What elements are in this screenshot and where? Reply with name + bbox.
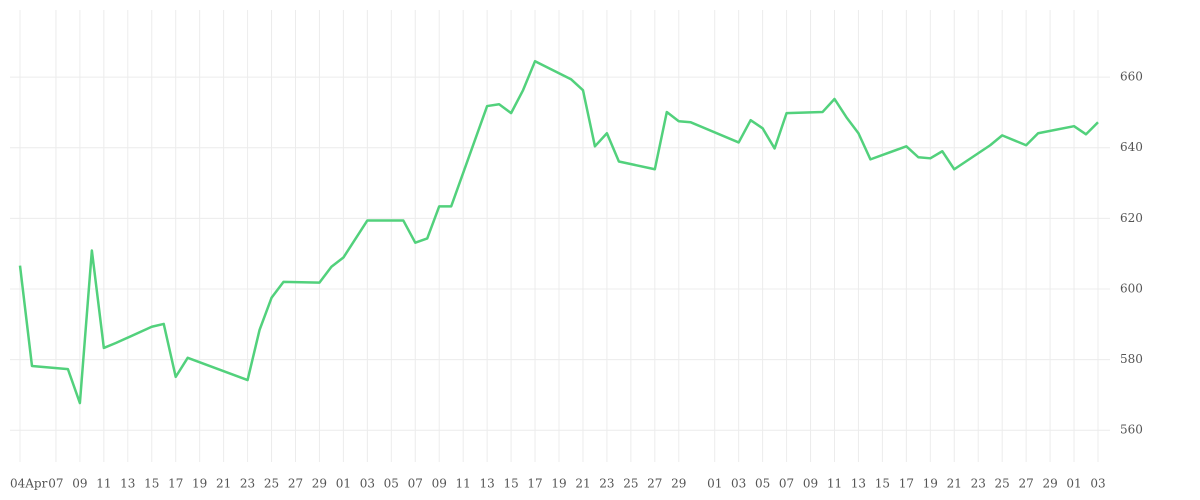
x-tick-label: 03 (731, 477, 746, 491)
x-tick-label: 27 (647, 477, 662, 491)
y-tick-label: 560 (1120, 423, 1143, 437)
x-tick-label: 19 (192, 477, 207, 491)
x-tick-label: 09 (432, 477, 447, 491)
x-tick-label: 17 (527, 477, 542, 491)
x-tick-label: 11 (456, 477, 471, 491)
x-tick-label: 01 (336, 477, 351, 491)
y-tick-label: 640 (1120, 140, 1143, 154)
line-series (18, 59, 1099, 405)
x-tick-label: 27 (288, 477, 303, 491)
x-tick-label: 13 (851, 477, 866, 491)
x-tick-label: 23 (971, 477, 986, 491)
x-tick-label: 13 (479, 477, 494, 491)
x-tick-label: 25 (264, 477, 279, 491)
x-tick-label: 23 (240, 477, 255, 491)
y-tick-label: 620 (1120, 211, 1143, 225)
x-tick-label: 19 (923, 477, 938, 491)
x-tick-label: 05 (755, 477, 770, 491)
x-tick-label: 09 (803, 477, 818, 491)
x-tick-label: 23 (599, 477, 614, 491)
x-tick-label: 07 (779, 477, 794, 491)
x-tick-label: 27 (1018, 477, 1033, 491)
x-tick-label: 21 (947, 477, 962, 491)
x-tick-label: 17 (899, 477, 914, 491)
x-tick-label: 19 (551, 477, 566, 491)
x-tick-label: 07 (48, 477, 63, 491)
x-tick-label: 09 (72, 477, 87, 491)
x-tick-label: 04Apr (10, 477, 48, 491)
x-tick-label: 01 (1066, 477, 1081, 491)
x-tick-label: 29 (1042, 477, 1057, 491)
x-tick-label: 07 (408, 477, 423, 491)
x-tick-label: 21 (216, 477, 231, 491)
x-tick-label: 03 (360, 477, 375, 491)
y-tick-label: 580 (1120, 352, 1143, 366)
x-tick-label: 17 (168, 477, 183, 491)
x-tick-label: 15 (875, 477, 890, 491)
y-tick-label: 660 (1120, 70, 1143, 84)
x-tick-label: 03 (1090, 477, 1105, 491)
x-tick-label: 29 (671, 477, 686, 491)
x-tick-label: 15 (144, 477, 159, 491)
x-tick-label: 13 (120, 477, 135, 491)
x-tick-label: 25 (623, 477, 638, 491)
x-tick-label: 01 (707, 477, 722, 491)
x-tick-label: 15 (503, 477, 518, 491)
x-tick-label: 29 (312, 477, 327, 491)
x-tick-label: 11 (96, 477, 111, 491)
x-tick-label: 05 (384, 477, 399, 491)
y-tick-label: 600 (1120, 281, 1143, 295)
x-tick-label: 11 (827, 477, 842, 491)
x-tick-label: 21 (575, 477, 590, 491)
x-tick-label: 25 (995, 477, 1010, 491)
